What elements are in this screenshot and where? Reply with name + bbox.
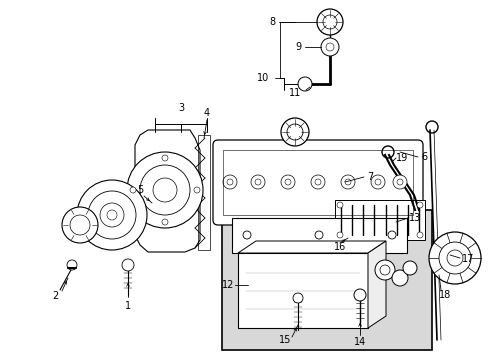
Polygon shape [238,241,385,253]
Circle shape [67,260,77,270]
Circle shape [428,232,480,284]
Text: 8: 8 [268,17,274,27]
Text: 15: 15 [278,335,290,345]
Circle shape [243,231,250,239]
FancyBboxPatch shape [213,140,422,225]
Circle shape [391,270,407,286]
Circle shape [122,259,134,271]
Text: 16: 16 [333,242,346,252]
Circle shape [285,179,290,185]
Circle shape [438,242,470,274]
Circle shape [194,187,200,193]
Circle shape [130,187,136,193]
Circle shape [314,231,323,239]
Text: 17: 17 [461,254,473,264]
Text: 14: 14 [353,337,366,347]
Text: 19: 19 [395,153,407,163]
Circle shape [353,289,365,301]
Text: 18: 18 [438,290,450,300]
Circle shape [286,124,303,140]
Circle shape [320,38,338,56]
Circle shape [70,215,90,235]
Circle shape [153,178,177,202]
Circle shape [281,175,294,189]
Circle shape [140,165,190,215]
Polygon shape [367,241,385,328]
Circle shape [323,15,336,29]
Circle shape [416,232,422,238]
Circle shape [127,152,203,228]
Circle shape [325,43,333,51]
Circle shape [340,175,354,189]
Text: 9: 9 [294,42,301,52]
Circle shape [387,231,395,239]
Circle shape [402,261,416,275]
Circle shape [370,175,384,189]
Circle shape [297,77,311,91]
Circle shape [250,175,264,189]
Text: 11: 11 [288,88,301,98]
Text: 4: 4 [203,108,210,118]
Bar [223,150,412,215]
Polygon shape [135,130,200,252]
Text: 7: 7 [366,172,372,182]
Circle shape [100,203,124,227]
Text: 6: 6 [420,152,426,162]
Circle shape [396,179,402,185]
Circle shape [292,293,303,303]
Circle shape [88,191,136,239]
Circle shape [336,232,342,238]
Text: 2: 2 [52,291,58,301]
Text: 10: 10 [256,73,268,83]
Circle shape [446,250,462,266]
Circle shape [223,175,237,189]
Circle shape [310,175,325,189]
Circle shape [107,210,117,220]
Circle shape [316,9,342,35]
Circle shape [374,179,380,185]
Circle shape [345,179,350,185]
Circle shape [416,202,422,208]
Circle shape [392,175,406,189]
Circle shape [336,202,342,208]
Text: 3: 3 [178,103,183,113]
Circle shape [226,179,232,185]
Circle shape [374,260,394,280]
Circle shape [379,265,389,275]
Bar [222,210,431,350]
Bar [238,253,367,328]
Circle shape [62,207,98,243]
Bar [231,218,406,253]
Circle shape [77,180,147,250]
Circle shape [254,179,261,185]
Bar [334,200,424,240]
Circle shape [281,118,308,146]
Text: 12: 12 [222,280,234,290]
Circle shape [314,179,320,185]
Text: 1: 1 [124,301,131,311]
Circle shape [162,155,168,161]
Bar [198,135,209,250]
Text: 5: 5 [137,185,143,195]
Circle shape [162,219,168,225]
Text: 13: 13 [408,213,420,223]
